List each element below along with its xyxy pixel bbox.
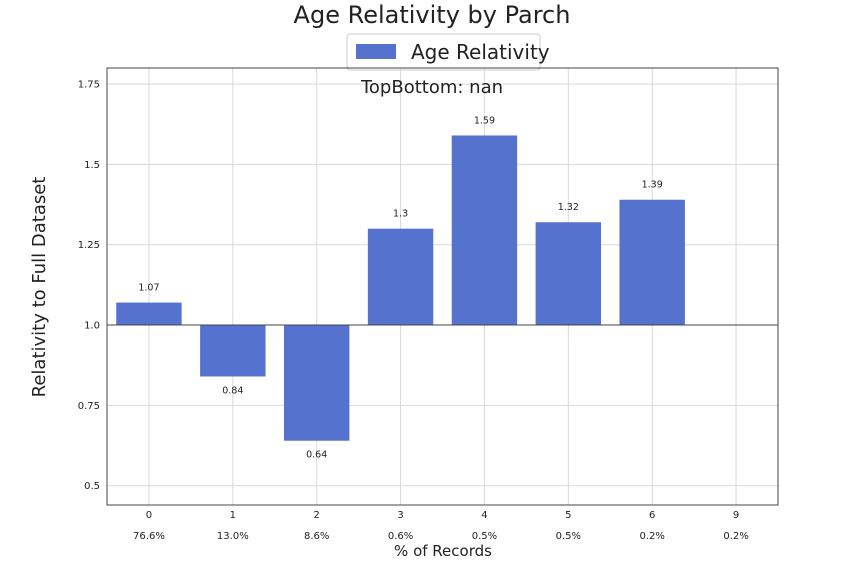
plot-frame — [106, 67, 779, 506]
bar-value-label: 0.64 — [306, 450, 327, 461]
x-tick-label: 5 — [565, 510, 571, 521]
y-tick-layer: 0.5 0.75 1.0 1.25 1.5 1.75 — [78, 80, 100, 493]
y-tick-label: 1.25 — [78, 240, 100, 251]
legend-frame — [346, 33, 541, 71]
legend-label: Age Relativity — [411, 40, 550, 64]
y-tick-label: 0.75 — [78, 401, 100, 412]
bar-layer — [116, 135, 685, 441]
x-record-pct-label: 0.5% — [472, 531, 497, 542]
bar — [451, 135, 518, 326]
x-record-pct-label: 13.0% — [217, 531, 249, 542]
data-label-layer: 1.07 0.84 0.64 1.3 1.59 1.32 1.39 — [138, 115, 662, 460]
bar — [619, 199, 685, 326]
bar — [283, 325, 350, 441]
x-record-pct-label: 0.2% — [723, 531, 748, 542]
x-tick-label: 2 — [314, 510, 320, 521]
plot-area: TopBottom: nan 1.070.840.641.31.591.321.… — [78, 67, 779, 542]
x-record-pct-label: 76.6% — [133, 531, 165, 542]
y-tick-label: 1.0 — [84, 321, 100, 332]
x-record-pct-label: 8.6% — [304, 531, 329, 542]
bar-value-label: 1.39 — [642, 180, 663, 191]
legend-swatch — [356, 44, 396, 59]
x-record-pct-label: 0.6% — [388, 531, 413, 542]
bar-value-label: 1.32 — [558, 202, 579, 213]
x-tick-label: 1 — [230, 510, 236, 521]
bar-value-label: 1.3 — [393, 209, 408, 220]
x-tick-layer: 0 76.6% 1 13.0% 2 8.6% 3 0.6% 4 0.5% 5 0.5% 6 0.2% 9 0.… — [133, 510, 749, 542]
y-tick-label: 0.5 — [84, 481, 100, 492]
y-tick-label: 1.75 — [78, 80, 100, 91]
chart-subtitle: TopBottom: nan — [360, 77, 503, 98]
x-record-pct-label: 0.2% — [639, 531, 664, 542]
legend: Age Relativity — [346, 33, 550, 71]
x-tick-label: 6 — [649, 510, 655, 521]
bar — [200, 325, 266, 377]
bar — [367, 228, 434, 326]
chart-title: Age Relativity by Parch — [294, 1, 571, 29]
x-record-pct-label: 0.5% — [556, 531, 581, 542]
bar — [116, 302, 182, 326]
x-tick-label: 4 — [481, 510, 487, 521]
x-tick-label: 0 — [146, 510, 152, 521]
bar-value-label: 0.84 — [222, 385, 243, 396]
bar-value-label: 1.07 — [138, 283, 159, 294]
bar — [535, 222, 602, 326]
x-tick-label: 9 — [733, 510, 739, 521]
y-tick-label: 1.5 — [84, 160, 100, 171]
x-tick-label: 3 — [397, 510, 403, 521]
x-axis-label: % of Records — [394, 542, 492, 560]
y-axis-label: Relativity to Full Dataset — [29, 177, 50, 398]
bar-value-label: 1.59 — [474, 115, 495, 126]
